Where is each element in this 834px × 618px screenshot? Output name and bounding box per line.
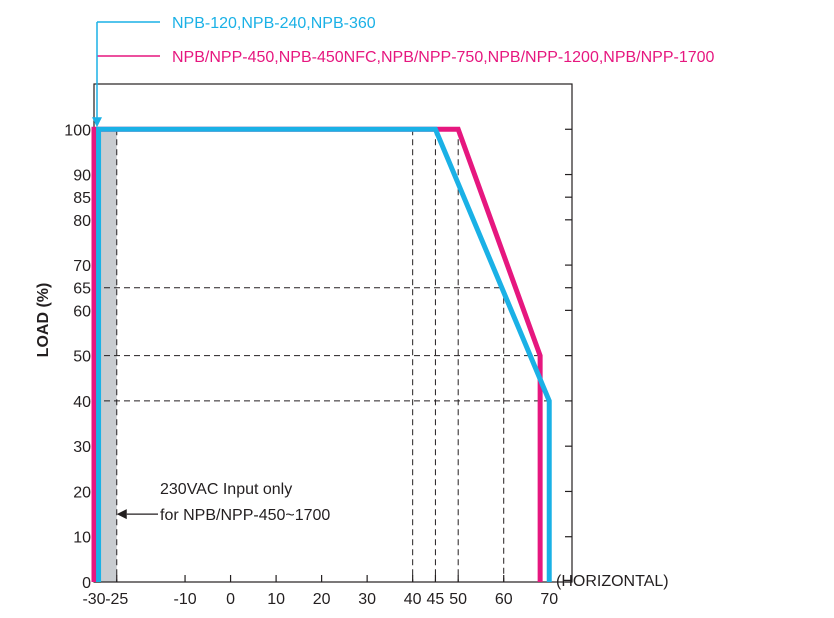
x-tick-label: 50 (449, 591, 467, 608)
annotation-line-1: 230VAC Input only (160, 481, 292, 498)
y-tick-label: 0 (82, 575, 91, 592)
legend-label-2: NPB/NPP-450,NPB-450NFC,NPB/NPP-750,NPB/N… (172, 49, 715, 66)
x-tick-label: -25 (105, 591, 128, 608)
y-tick-label: 40 (73, 394, 91, 411)
annotation: 230VAC Input only for NPB/NPP-450~1700 (116, 481, 330, 524)
annotation-arrow-head (116, 509, 127, 520)
series-line-1 (96, 126, 552, 582)
y-tick-label: 100 (64, 122, 91, 139)
y-tick-label: 20 (73, 484, 91, 501)
legend-label-1: NPB-120,NPB-240,NPB-360 (172, 15, 376, 32)
legend-leader-arrow (92, 117, 102, 128)
y-axis-label: LOAD (%) (35, 283, 52, 358)
x-tick-label: 45 (427, 591, 445, 608)
x-axis-label: (HORIZONTAL) (556, 573, 669, 590)
x-tick-label: 20 (313, 591, 331, 608)
x-tick-label: 0 (226, 591, 235, 608)
y-tick-label: 90 (73, 168, 91, 185)
y-tick-label: 85 (73, 190, 91, 207)
legend: NPB-120,NPB-240,NPB-360 NPB/NPP-450,NPB-4… (92, 15, 715, 128)
series-layer (91, 126, 552, 582)
series-line-2 (91, 126, 543, 582)
x-tick-label: 10 (267, 591, 285, 608)
y-tick-label: 80 (73, 213, 91, 230)
y-tick-label: 70 (73, 258, 91, 275)
y-tick-label: 10 (73, 530, 91, 547)
y-tick-label: 50 (73, 349, 91, 366)
x-tick-label: 30 (358, 591, 376, 608)
x-tick-label: 40 (404, 591, 422, 608)
x-tick-label: -30 (82, 591, 105, 608)
x-tick-label: 70 (540, 591, 558, 608)
y-tick-label: 30 (73, 439, 91, 456)
y-axis: 0 10 20 30 40 50 60 65 70 80 85 90 100 (64, 122, 572, 592)
x-axis: -30 -25 -10 0 10 20 30 40 45 50 60 70 (82, 575, 558, 608)
annotation-line-2: for NPB/NPP-450~1700 (160, 507, 330, 524)
y-tick-label: 65 (73, 281, 91, 298)
x-tick-label: 60 (495, 591, 513, 608)
x-tick-label: -10 (173, 591, 196, 608)
y-tick-label: 60 (73, 303, 91, 320)
